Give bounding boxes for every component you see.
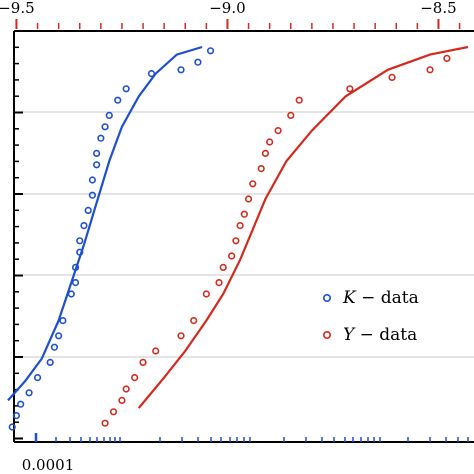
- data-point: [190, 317, 198, 325]
- data-point: [101, 123, 109, 131]
- data-point: [25, 389, 33, 397]
- top-tick-label: −8.5: [420, 0, 456, 17]
- data-point: [131, 374, 139, 382]
- legend-variable: K: [342, 288, 357, 308]
- data-point: [59, 317, 67, 325]
- top-axis: −9.5 −9.0 −8.5: [0, 0, 461, 29]
- data-point: [84, 206, 92, 214]
- data-point: [177, 66, 185, 74]
- data-point: [139, 358, 147, 367]
- data-point: [71, 263, 80, 272]
- data-point: [266, 138, 274, 146]
- data-point: [122, 385, 130, 393]
- fit-curve: [137, 45, 469, 409]
- data-point: [105, 111, 113, 119]
- data-point: [215, 279, 223, 287]
- data-point: [249, 180, 257, 188]
- data-point: [219, 263, 227, 272]
- data-point: [97, 134, 105, 142]
- data-point: [80, 222, 88, 230]
- data-point: [109, 408, 118, 416]
- data-point: [177, 332, 185, 340]
- data-point: [388, 73, 396, 81]
- data-point: [426, 66, 434, 74]
- data-point: [228, 252, 236, 260]
- data-point: [93, 149, 101, 157]
- data-point: [101, 419, 109, 427]
- data-point: [152, 347, 160, 355]
- data-point: [93, 161, 101, 169]
- legend-label: Y − data: [343, 325, 417, 345]
- series-1: [101, 45, 469, 427]
- data-point: [50, 343, 59, 351]
- bottom-axis-ticks: 0.0001: [22, 433, 469, 474]
- data-point: [76, 237, 84, 245]
- data-point: [274, 127, 282, 135]
- data-point: [33, 374, 42, 382]
- data-point: [244, 195, 253, 203]
- legend-label: K − data: [342, 288, 419, 308]
- data-point: [122, 85, 130, 93]
- legend-marker: [322, 330, 331, 339]
- fit-curve: [7, 45, 203, 402]
- data-point: [257, 165, 265, 173]
- data-point: [287, 111, 295, 119]
- data-point: [194, 58, 202, 66]
- data-point: [12, 412, 21, 420]
- data-point: [118, 396, 126, 405]
- data-point: [202, 290, 210, 298]
- series-0: [7, 45, 215, 431]
- data-point: [443, 54, 451, 63]
- data-point: [8, 423, 16, 431]
- data-point: [147, 69, 156, 78]
- data-point: [17, 400, 25, 408]
- grid-lines: [14, 111, 474, 358]
- data-point: [240, 210, 248, 218]
- data-point: [206, 47, 215, 55]
- series-layer: [7, 45, 469, 431]
- legend-marker: [322, 293, 331, 302]
- data-point: [346, 85, 354, 93]
- data-point: [261, 149, 270, 157]
- data-point: [88, 176, 97, 184]
- top-tick-label: −9.0: [209, 0, 245, 17]
- data-point: [236, 222, 244, 230]
- legend-variable: Y: [343, 325, 356, 345]
- bottom-tick-label: 0.0001: [22, 456, 75, 474]
- data-point: [295, 96, 303, 104]
- data-point: [71, 279, 80, 287]
- legend-suffix: − data: [354, 325, 417, 345]
- data-point: [76, 248, 84, 256]
- data-point: [67, 290, 75, 298]
- legend-suffix: − data: [356, 288, 419, 308]
- left-axis-ticks: [14, 30, 23, 440]
- data-point: [114, 96, 122, 104]
- data-point: [46, 358, 54, 367]
- data-point: [55, 332, 63, 340]
- top-tick-label: −9.5: [0, 0, 35, 17]
- plot-frame: [13, 30, 474, 443]
- data-point: [232, 237, 240, 245]
- data-point: [88, 191, 97, 199]
